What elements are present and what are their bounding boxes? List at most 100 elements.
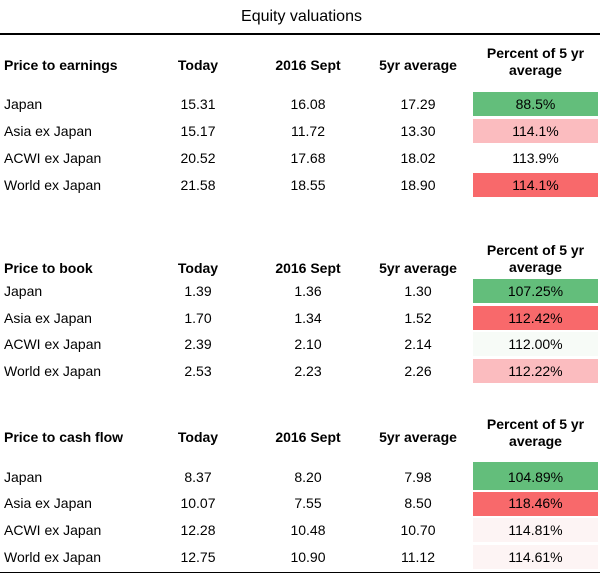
sept-2016-value: 2.10 xyxy=(294,336,322,352)
sept-2016-value: 11.72 xyxy=(291,123,325,139)
today-value: 15.31 xyxy=(180,96,216,112)
column-header-today: Today xyxy=(177,429,219,445)
percent-value: 88.5% xyxy=(515,96,556,112)
pct-highlight xyxy=(473,492,598,516)
table-title: Equity valuations xyxy=(241,8,362,25)
percent-value: 114.1% xyxy=(512,123,559,139)
today-value: 1.39 xyxy=(184,283,212,299)
column-header-2016-sept: 2016 Sept xyxy=(275,57,341,73)
row-label: Japan xyxy=(4,96,43,112)
today-value: 12.75 xyxy=(180,549,216,565)
percent-value: 114.61% xyxy=(508,549,563,565)
table-row: Asia ex Japan 1.70 1.34 1.52 112.42% xyxy=(0,305,603,331)
section-label: Price to cash flow xyxy=(4,429,124,445)
column-header-percent-of-5yr-average: Percent of 5 yr average xyxy=(486,242,585,275)
percent-value: 104.89% xyxy=(507,469,564,485)
table-row: World ex Japan 12.75 10.90 11.12 114.61% xyxy=(0,544,603,570)
table-row: Asia ex Japan 10.07 7.55 8.50 118.46% xyxy=(0,490,603,516)
row-label: World ex Japan xyxy=(4,549,102,565)
today-value: 21.58 xyxy=(180,177,216,193)
row-label: World ex Japan xyxy=(4,363,102,379)
sept-2016-value: 8.20 xyxy=(294,469,322,485)
sept-2016-value: 1.36 xyxy=(294,283,322,299)
row-label: ACWI ex Japan xyxy=(4,336,102,352)
sept-2016-value: 10.48 xyxy=(290,522,326,538)
column-header-percent-of-5yr-average: Percent of 5 yr average xyxy=(486,45,585,78)
table-row: Japan 1.39 1.36 1.30 107.25% xyxy=(0,278,603,304)
table-row: ACWI ex Japan 12.28 10.48 10.70 114.81% xyxy=(0,517,603,543)
pct-highlight xyxy=(473,545,598,569)
pct-highlight xyxy=(473,173,598,197)
five-yr-average-value: 17.29 xyxy=(400,96,436,112)
today-value: 1.70 xyxy=(184,310,212,326)
percent-value: 113.9% xyxy=(512,150,559,166)
row-label: Asia ex Japan xyxy=(4,310,92,326)
section-label: Price to earnings xyxy=(4,57,118,73)
pct-highlight xyxy=(473,306,598,330)
sept-2016-value: 2.23 xyxy=(294,363,322,379)
table-row: ACWI ex Japan 20.52 17.68 18.02 113.9% xyxy=(0,145,603,171)
five-yr-average-value: 18.02 xyxy=(400,150,436,166)
pct-highlight xyxy=(473,119,598,143)
column-header-2016-sept: 2016 Sept xyxy=(275,260,341,276)
table-row: Asia ex Japan 15.17 11.72 13.30 114.1% xyxy=(0,118,603,144)
today-value: 8.37 xyxy=(184,469,212,485)
five-yr-average-value: 11.12 xyxy=(401,549,435,565)
column-header-5yr-average: 5yr average xyxy=(379,260,457,276)
row-label: Japan xyxy=(4,469,43,485)
five-yr-average-value: 1.30 xyxy=(404,283,432,299)
percent-value: 112.22% xyxy=(508,363,563,379)
percent-value: 118.46% xyxy=(508,495,563,511)
pct-highlight xyxy=(473,92,598,116)
percent-value: 114.1% xyxy=(512,177,559,193)
row-label: ACWI ex Japan xyxy=(4,522,102,538)
column-header-5yr-average: 5yr average xyxy=(379,57,457,73)
today-value: 12.28 xyxy=(180,522,216,538)
section-label: Price to book xyxy=(4,260,93,276)
today-value: 15.17 xyxy=(180,123,216,139)
sept-2016-value: 10.90 xyxy=(290,549,326,565)
pct-highlight xyxy=(473,359,598,383)
table-row: Japan 15.31 16.08 17.29 88.5% xyxy=(0,91,603,117)
column-header-today: Today xyxy=(177,260,219,276)
sept-2016-value: 7.55 xyxy=(294,495,322,511)
row-label: Asia ex Japan xyxy=(4,495,92,511)
column-header-today: Today xyxy=(177,57,219,73)
row-label: ACWI ex Japan xyxy=(4,150,102,166)
column-header-5yr-average: 5yr average xyxy=(379,429,457,445)
pct-highlight xyxy=(473,462,598,490)
five-yr-average-value: 2.14 xyxy=(404,336,432,352)
table-row: World ex Japan 21.58 18.55 18.90 114.1% xyxy=(0,172,603,198)
today-value: 2.39 xyxy=(184,336,212,352)
table-row: ACWI ex Japan 2.39 2.10 2.14 112.00% xyxy=(0,331,603,357)
title-rule xyxy=(0,33,600,35)
pct-highlight xyxy=(473,332,598,356)
pct-highlight xyxy=(473,518,598,542)
bottom-rule xyxy=(0,572,600,573)
table-row: Japan 8.37 8.20 7.98 104.89% xyxy=(0,462,603,490)
row-label: World ex Japan xyxy=(4,177,102,193)
sept-2016-value: 17.68 xyxy=(290,150,326,166)
pct-highlight xyxy=(473,279,598,303)
row-label: Japan xyxy=(4,283,43,299)
section-header-price-to-earnings: Price to earnings Today 2016 Sept 5yr av… xyxy=(0,45,603,78)
today-value: 2.53 xyxy=(184,363,212,379)
five-yr-average-value: 1.52 xyxy=(404,310,432,326)
section-header-price-to-cash-flow: Price to cash flow Today 2016 Sept 5yr a… xyxy=(0,416,603,450)
sept-2016-value: 1.34 xyxy=(294,310,322,326)
today-value: 20.52 xyxy=(180,150,216,166)
sept-2016-value: 18.55 xyxy=(290,177,326,193)
row-label: Asia ex Japan xyxy=(4,123,92,139)
percent-value: 114.81% xyxy=(508,522,563,538)
five-yr-average-value: 18.90 xyxy=(400,177,436,193)
five-yr-average-value: 13.30 xyxy=(400,123,436,139)
sept-2016-value: 16.08 xyxy=(290,96,326,112)
section-header-price-to-book: Price to book Today 2016 Sept 5yr averag… xyxy=(0,242,603,281)
today-value: 10.07 xyxy=(180,495,216,511)
five-yr-average-value: 2.26 xyxy=(404,363,432,379)
five-yr-average-value: 8.50 xyxy=(404,495,432,511)
percent-value: 107.25% xyxy=(507,283,564,299)
percent-value: 112.42% xyxy=(508,310,563,326)
column-header-2016-sept: 2016 Sept xyxy=(275,429,341,445)
percent-value: 112.00% xyxy=(508,336,563,352)
